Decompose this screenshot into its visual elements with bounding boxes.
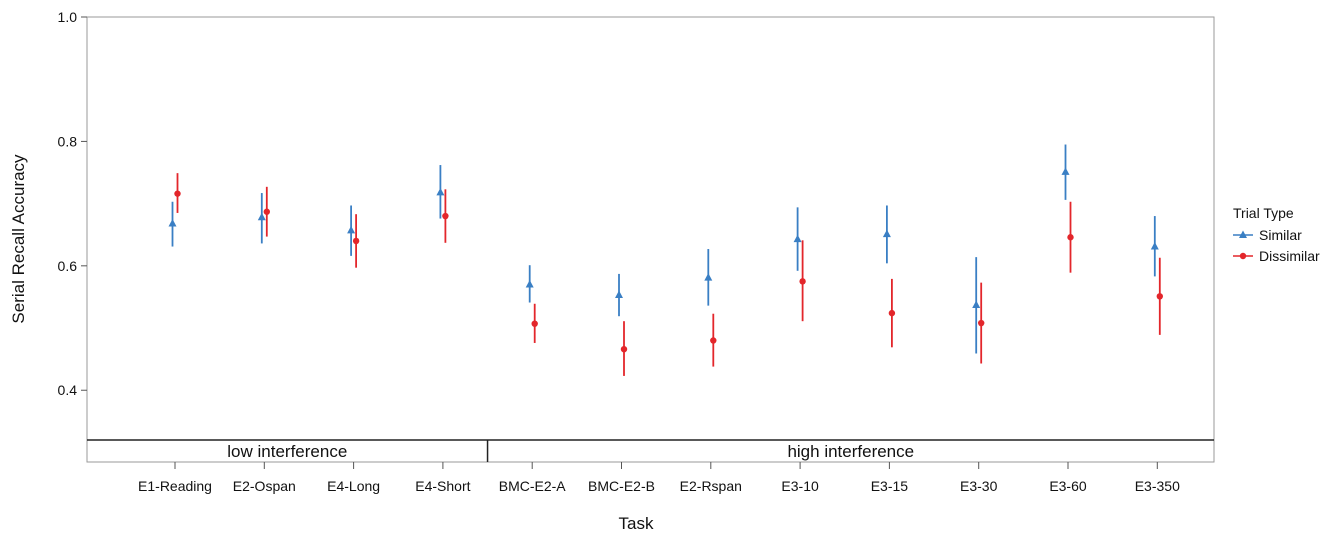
x-tick-label: E1-Reading <box>138 478 212 494</box>
x-tick-label: E3-60 <box>1049 478 1087 494</box>
legend: Trial Type Similar Dissimilar <box>1233 205 1320 264</box>
data-point <box>889 310 895 316</box>
plot-border <box>87 17 1214 462</box>
data-point <box>442 213 448 219</box>
x-tick-label: E4-Short <box>415 478 470 494</box>
y-axis-title: Serial Recall Accuracy <box>9 154 28 324</box>
legend-label: Dissimilar <box>1259 248 1320 264</box>
legend-circle-icon <box>1240 253 1246 259</box>
y-tick-label: 0.4 <box>58 382 78 398</box>
x-tick-label: E3-350 <box>1135 478 1180 494</box>
data-point <box>353 238 359 244</box>
y-tick-label: 1.0 <box>58 9 78 25</box>
data-point <box>799 278 805 284</box>
data-point <box>978 320 984 326</box>
legend-item-dissimilar: Dissimilar <box>1233 248 1320 264</box>
group-label: low interference <box>227 442 347 461</box>
data-point <box>1067 234 1073 240</box>
x-tick-label: E2-Rspan <box>680 478 742 494</box>
data-point <box>1157 293 1163 299</box>
y-tick-label: 0.6 <box>58 258 78 274</box>
x-tick-label: E3-15 <box>871 478 909 494</box>
plot-panel <box>87 17 1214 462</box>
data-point <box>264 209 270 215</box>
legend-label: Similar <box>1259 227 1302 243</box>
x-tick-label: E3-30 <box>960 478 998 494</box>
y-tick-label: 0.8 <box>58 133 78 149</box>
group-label: high interference <box>787 442 914 461</box>
legend-title: Trial Type <box>1233 205 1294 221</box>
x-tick-label: BMC-E2-A <box>499 478 567 494</box>
x-tick-label: E2-Ospan <box>233 478 296 494</box>
x-tick-label: E4-Long <box>327 478 380 494</box>
x-axis-title: Task <box>619 514 654 533</box>
data-point <box>532 320 538 326</box>
data-point <box>710 337 716 343</box>
data-point <box>174 190 180 196</box>
legend-item-similar: Similar <box>1233 227 1302 243</box>
data-point <box>621 346 627 352</box>
x-tick-label: E3-10 <box>781 478 819 494</box>
x-tick-label: BMC-E2-B <box>588 478 655 494</box>
